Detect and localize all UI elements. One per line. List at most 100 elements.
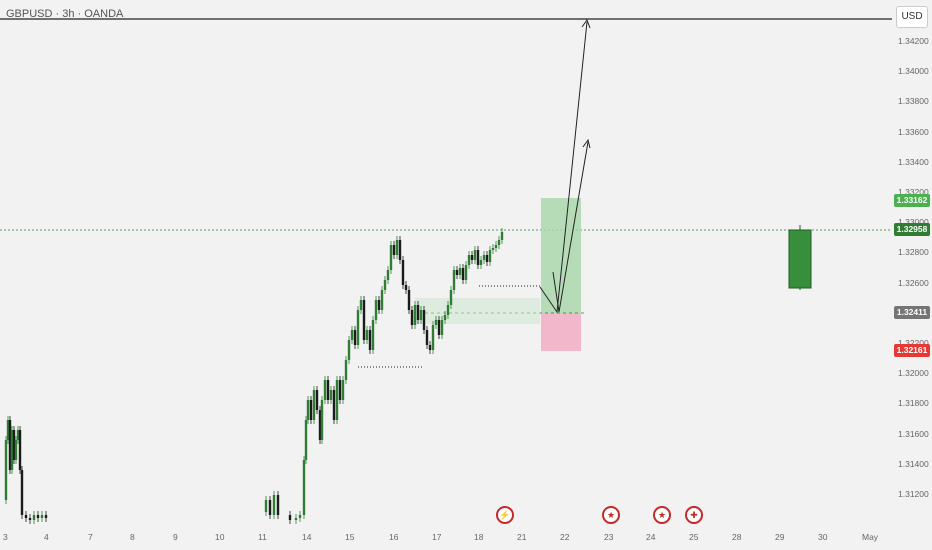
candle-body (479, 260, 483, 265)
candle-body (422, 310, 426, 330)
big-forecast-candle (788, 225, 812, 290)
candle-body (407, 290, 411, 310)
candle-body (392, 245, 396, 255)
time-tick: 25 (689, 532, 699, 542)
candle-body (371, 320, 375, 350)
price-tick: 1.34000 (898, 66, 929, 77)
candle-body (389, 245, 393, 270)
time-tick: 15 (345, 532, 355, 542)
time-tick: 11 (258, 532, 267, 542)
candle-body (383, 280, 387, 290)
time-tick: 3 (3, 532, 8, 542)
price-tick: 1.34200 (898, 36, 929, 46)
candle-body (458, 268, 462, 275)
candle-body (380, 290, 384, 310)
candle-body (365, 330, 369, 340)
time-tick: 28 (732, 532, 742, 542)
candle-body (298, 515, 302, 518)
candle-body (16, 430, 20, 440)
time-tick: 29 (775, 532, 785, 542)
candle-body (452, 270, 456, 290)
price-tick: 1.33800 (898, 96, 929, 107)
lightning-icon[interactable]: ⚡ (496, 506, 514, 524)
candle-body (335, 380, 339, 420)
candle-body (428, 345, 432, 350)
candlesticks (4, 228, 504, 524)
time-tick: 24 (646, 532, 656, 542)
candle-body (497, 240, 501, 245)
candle-body (494, 245, 498, 248)
price-tick: 1.31400 (898, 458, 929, 469)
candle-body (320, 400, 324, 440)
long-position-target-zone[interactable] (541, 198, 581, 313)
candle-body (491, 248, 495, 250)
candle-body (276, 495, 280, 515)
candle-body (32, 515, 36, 520)
candle-body (304, 420, 308, 460)
candle-body (14, 440, 18, 460)
candle-body (28, 518, 32, 520)
candle-body (440, 320, 444, 335)
candle-body (464, 265, 468, 280)
time-tick: 4 (44, 532, 49, 542)
candle-body (410, 310, 414, 325)
time-tick: 17 (432, 532, 442, 542)
candle-body (36, 515, 40, 518)
time-tick: 21 (517, 532, 527, 542)
candle-body (437, 320, 441, 335)
projection-arrows[interactable] (539, 18, 591, 314)
candle-body (309, 400, 313, 420)
candle-body (443, 315, 447, 320)
time-tick: 23 (604, 532, 614, 542)
price-tick: 1.31600 (898, 428, 929, 439)
price-tick: 1.33200 (898, 187, 929, 197)
us-flag-icon[interactable]: ★ (653, 506, 671, 524)
candle-body (12, 430, 16, 460)
candle-body (449, 290, 453, 305)
candle-body (416, 305, 420, 320)
candle-body (476, 250, 480, 265)
symbol-title[interactable]: GBPUSD · 3h · OANDA (6, 8, 124, 20)
candle-body (425, 330, 429, 345)
candle-body (264, 500, 268, 512)
candle-body (4, 440, 8, 500)
candle-body (294, 518, 298, 520)
demand-zone[interactable] (415, 298, 540, 324)
candle-body (326, 380, 330, 400)
price-tag: 1.32161 (894, 344, 930, 357)
candle-body (434, 320, 438, 325)
us-flag-icon[interactable]: ★ (602, 506, 620, 524)
candle-body (329, 390, 333, 400)
candle-body (362, 300, 366, 340)
candle-body (341, 380, 345, 400)
candle-body (338, 380, 342, 400)
candle-body (386, 270, 390, 280)
candle-body (24, 515, 28, 518)
candle-body (288, 515, 292, 520)
price-tick: 1.32800 (898, 247, 929, 258)
currency-button[interactable]: USD (896, 6, 928, 28)
candle-body (20, 470, 24, 515)
candle-body (315, 390, 319, 410)
candle-body (6, 420, 10, 440)
time-tick: 22 (560, 532, 570, 542)
time-tick: 9 (173, 532, 178, 542)
time-tick: 7 (88, 532, 93, 542)
price-tag: 1.32411 (894, 306, 930, 319)
long-position-stop-zone[interactable] (541, 313, 581, 351)
price-tick: 1.32000 (898, 368, 929, 379)
candle-body (377, 300, 381, 310)
candle-body (461, 268, 465, 280)
candle-body (272, 495, 276, 515)
candle-body (431, 325, 435, 350)
time-tick: May (862, 532, 879, 542)
candle-body (473, 250, 477, 260)
candle-body (40, 515, 44, 518)
candle-body (44, 515, 48, 518)
candle-body (18, 430, 22, 470)
time-tick: 16 (389, 532, 399, 542)
candle-body (368, 330, 372, 350)
uk-flag-icon[interactable]: ✚ (685, 506, 703, 524)
price-tag: 1.32958 (894, 223, 930, 236)
